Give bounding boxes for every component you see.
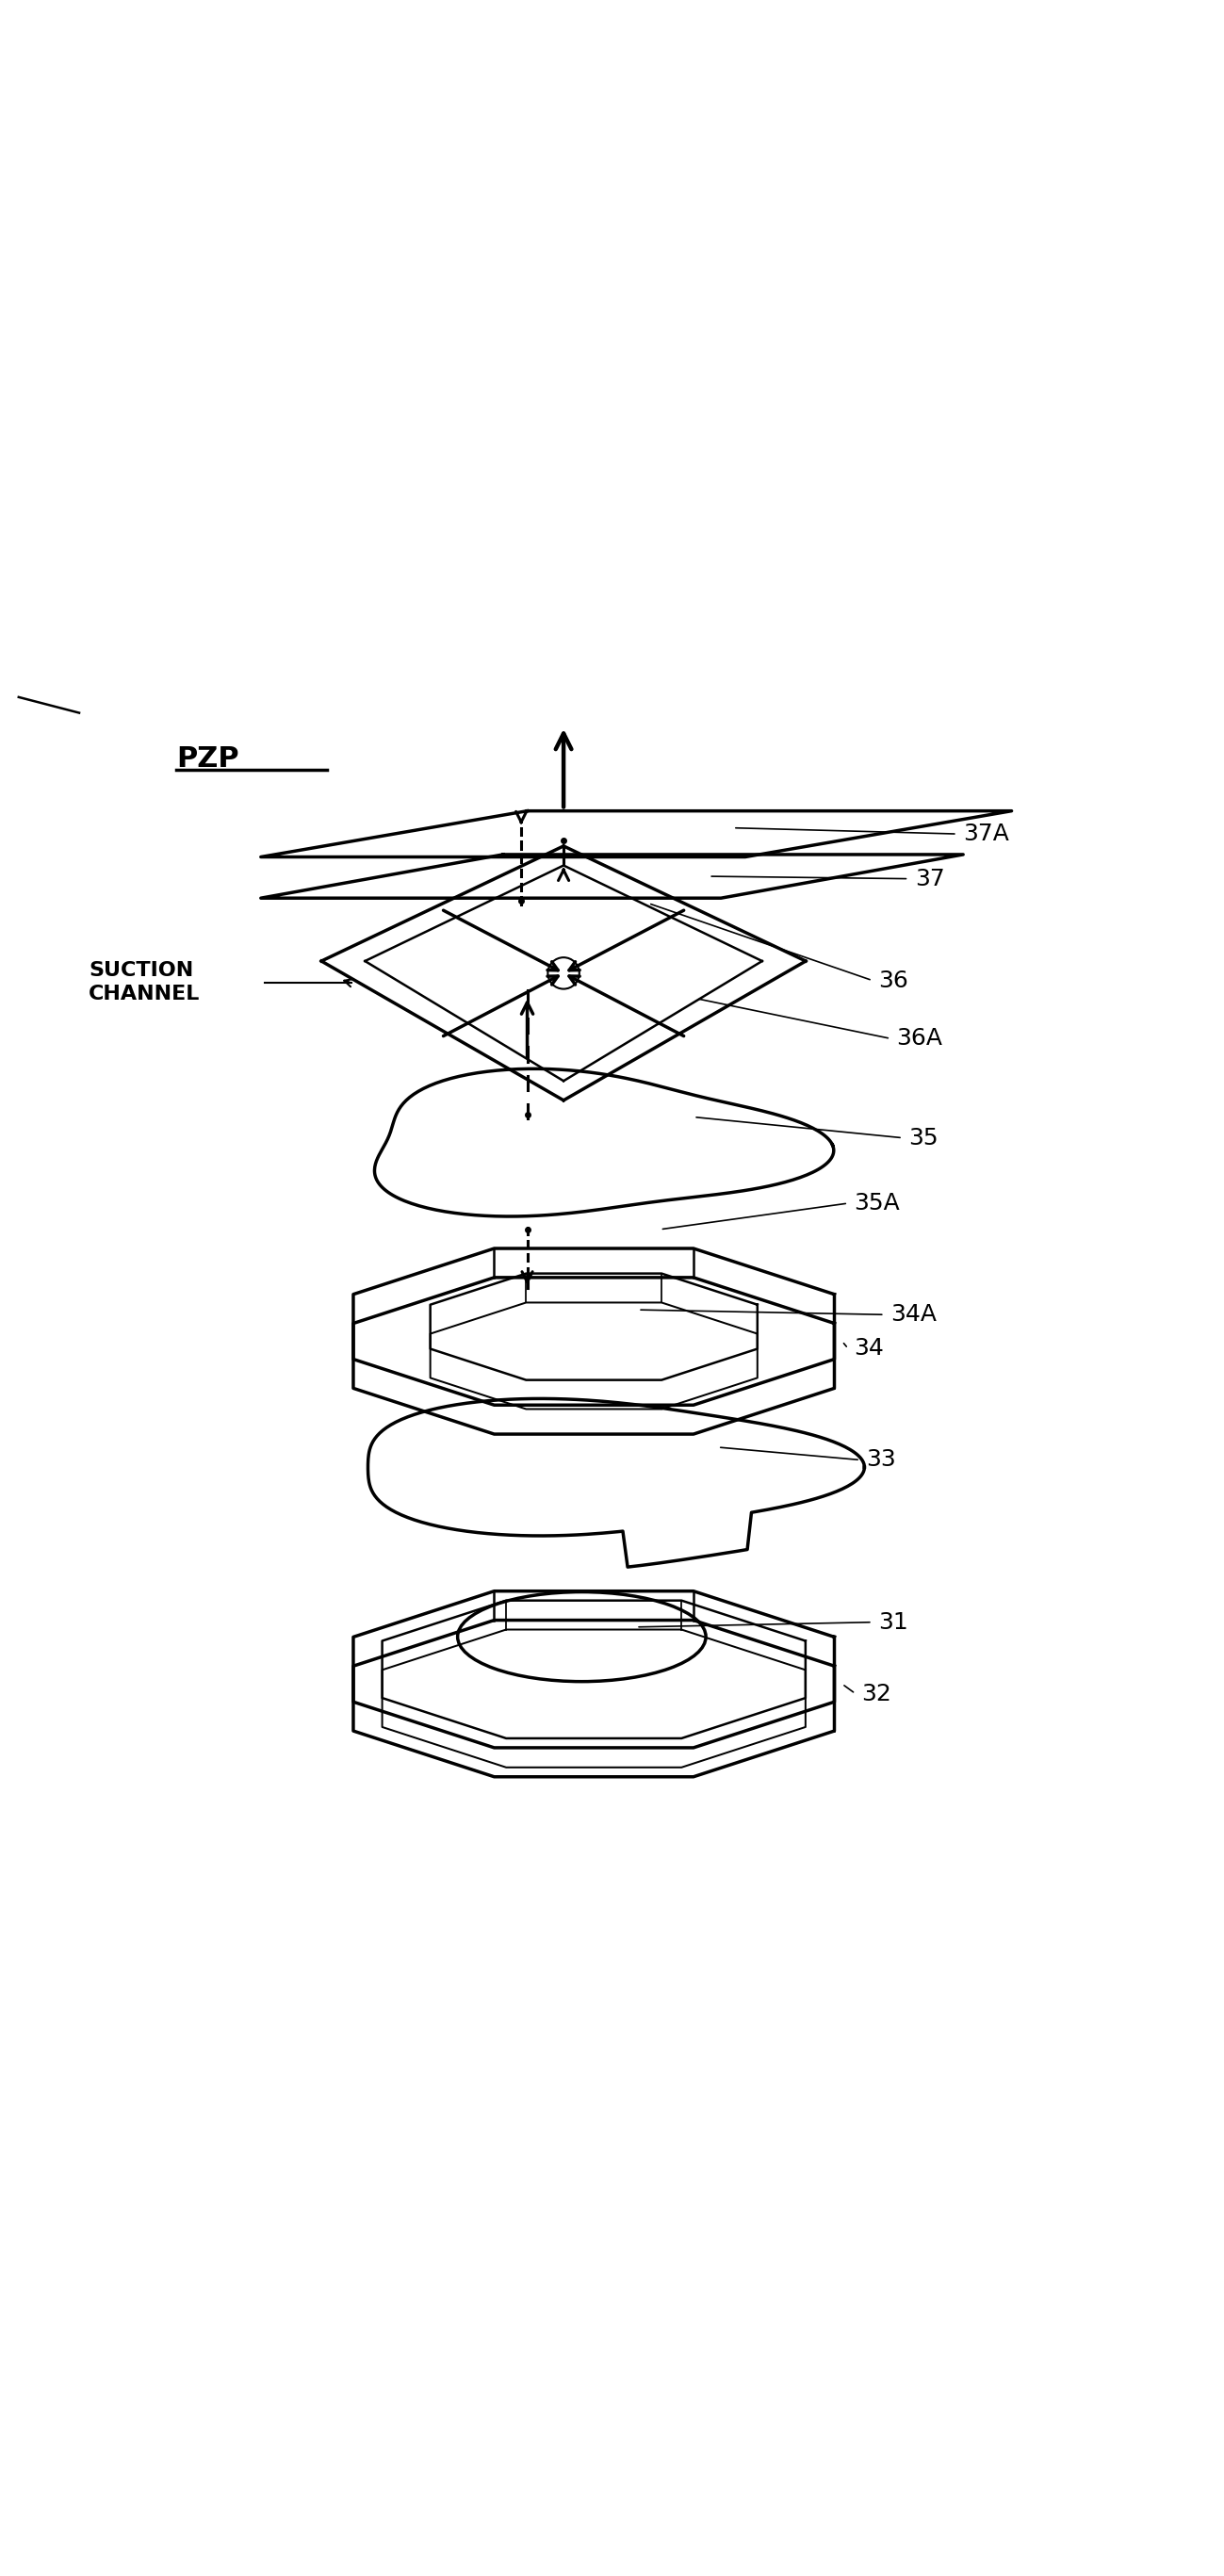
Text: 34: 34 xyxy=(854,1337,884,1360)
Text: SUCTION: SUCTION xyxy=(89,961,193,981)
Text: 37: 37 xyxy=(914,868,945,891)
Text: 35: 35 xyxy=(908,1126,939,1149)
Text: 36A: 36A xyxy=(896,1028,942,1051)
Text: PZP: PZP xyxy=(176,744,239,773)
Text: 35A: 35A xyxy=(854,1193,900,1213)
Text: CHANNEL: CHANNEL xyxy=(89,984,201,1002)
Text: 37A: 37A xyxy=(963,822,1010,845)
Text: 34A: 34A xyxy=(891,1303,936,1327)
Text: 31: 31 xyxy=(879,1610,908,1633)
Text: 36: 36 xyxy=(879,969,908,992)
Text: 33: 33 xyxy=(867,1448,896,1471)
Text: 32: 32 xyxy=(862,1682,891,1705)
